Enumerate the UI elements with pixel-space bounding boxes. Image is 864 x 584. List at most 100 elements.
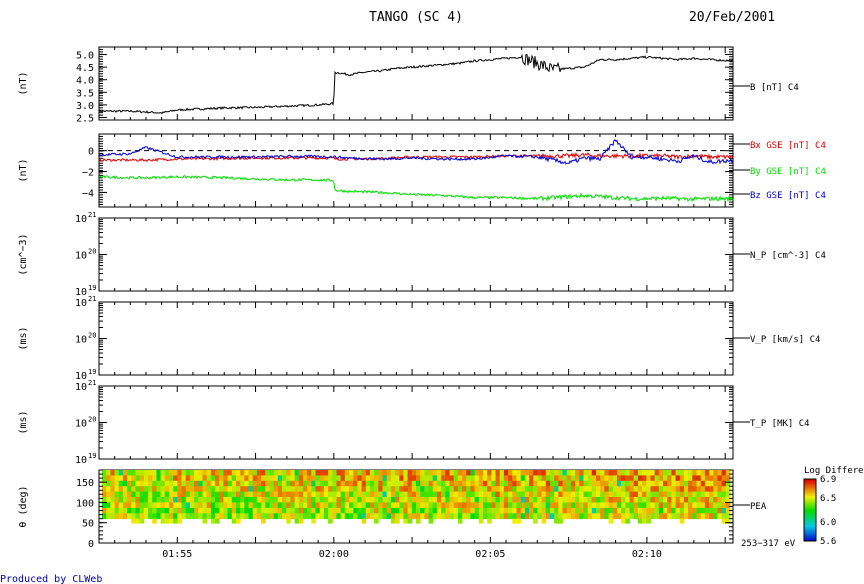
heatmap-cell — [219, 475, 224, 482]
heatmap-cell — [558, 470, 563, 476]
heatmap-cell — [189, 486, 195, 492]
heatmap-cell — [311, 486, 316, 492]
colorbar-swatch — [804, 536, 816, 539]
heatmap-cell — [512, 480, 517, 487]
heatmap-cell — [210, 470, 216, 476]
heatmap-cell — [256, 486, 262, 492]
heatmap-cell — [114, 491, 120, 498]
heatmap-cell — [127, 486, 132, 492]
heatmap-cell — [332, 470, 337, 476]
heatmap-cell — [704, 480, 710, 487]
heatmap-cell — [596, 507, 601, 514]
heatmap-cell — [328, 518, 333, 524]
heatmap-cell — [524, 475, 530, 482]
heatmap-cell — [617, 475, 622, 482]
heatmap-cell — [160, 480, 166, 487]
heatmap-cell — [692, 502, 697, 509]
heatmap-cell — [340, 507, 346, 514]
heatmap-cell — [483, 486, 488, 492]
heatmap-cell — [290, 475, 295, 482]
heatmap-cell — [382, 480, 388, 487]
heatmap-cell — [110, 513, 115, 520]
plot-date: 20/Feb/2001 — [689, 10, 775, 25]
heatmap-cell — [244, 497, 249, 503]
heatmap-cell — [390, 491, 396, 498]
heatmap-cell — [416, 513, 421, 520]
heatmap-cell — [265, 513, 270, 520]
heatmap-cell — [436, 502, 442, 509]
heatmap-cell — [600, 502, 605, 509]
heatmap-cell — [177, 502, 182, 509]
heatmap-cell — [407, 518, 413, 524]
heatmap-cell — [369, 475, 375, 482]
heatmap-cell — [562, 480, 568, 487]
heatmap-cell — [420, 475, 425, 482]
heatmap-cell — [399, 502, 404, 509]
heatmap-cell — [319, 513, 325, 520]
heatmap-cell — [160, 513, 166, 520]
heatmap-cell — [122, 497, 128, 503]
heatmap-cell — [378, 486, 383, 492]
heatmap-cell — [612, 491, 618, 498]
y-tick-label: 50 — [82, 519, 94, 530]
heatmap-cell — [537, 513, 542, 520]
heatmap-cell — [462, 491, 467, 498]
heatmap-cell — [612, 470, 618, 476]
heatmap-cell — [721, 480, 727, 487]
legend-entry: N_P [cm^-3] C4 — [750, 251, 826, 261]
heatmap-cell — [294, 502, 300, 509]
heatmap-cell — [650, 470, 656, 476]
heatmap-cell — [587, 475, 593, 482]
heatmap-cell — [562, 502, 568, 509]
heatmap-cell — [252, 470, 258, 476]
heatmap-cell — [462, 480, 467, 487]
heatmap-cell — [679, 475, 685, 482]
heatmap-cell — [282, 513, 287, 520]
heatmap-cell — [679, 486, 685, 492]
heatmap-cell — [679, 491, 685, 498]
heatmap-cell — [625, 486, 630, 492]
heatmap-cell — [420, 497, 425, 503]
colorbar-swatch — [804, 485, 816, 488]
heatmap-cell — [633, 475, 639, 482]
heatmap-cell — [457, 486, 463, 492]
heatmap-cell — [202, 470, 208, 476]
heatmap-cell — [407, 502, 413, 509]
heatmap-cell — [541, 507, 547, 514]
heatmap-cell — [625, 518, 630, 524]
heatmap-cell — [474, 513, 480, 520]
heatmap-cell — [579, 491, 584, 498]
heatmap-cell — [491, 507, 496, 514]
heatmap-cell — [688, 486, 693, 492]
heatmap-cell — [709, 480, 714, 487]
heatmap-cell — [633, 480, 639, 487]
heatmap-cell — [240, 486, 245, 492]
heatmap-cell — [374, 491, 379, 498]
heatmap-cell — [725, 480, 731, 487]
heatmap-cell — [181, 480, 187, 487]
heatmap-cell — [353, 475, 358, 482]
heatmap-cell — [554, 502, 559, 509]
y-tick-label: −2 — [82, 168, 94, 179]
heatmap-cell — [236, 486, 241, 492]
heatmap-cell — [223, 491, 228, 498]
heatmap-cell — [457, 470, 463, 476]
heatmap-cell — [570, 475, 576, 482]
colorbar-swatch — [804, 523, 816, 526]
heatmap-cell — [344, 486, 350, 492]
heatmap-cell — [152, 497, 157, 503]
heatmap-cell — [118, 486, 124, 492]
heatmap-cell — [143, 507, 149, 514]
heatmap-cell — [679, 480, 685, 487]
heatmap-cell — [269, 513, 275, 520]
heatmap-cell — [286, 507, 291, 514]
heatmap-cell — [596, 502, 601, 509]
heatmap-cell — [541, 513, 547, 520]
heatmap-cell — [704, 507, 710, 514]
heatmap-cell — [441, 480, 446, 487]
heatmap-cell — [449, 475, 455, 482]
heatmap-cell — [625, 513, 630, 520]
heatmap-cell — [236, 475, 241, 482]
heatmap-cell — [340, 497, 346, 503]
heatmap-cell — [704, 502, 710, 509]
